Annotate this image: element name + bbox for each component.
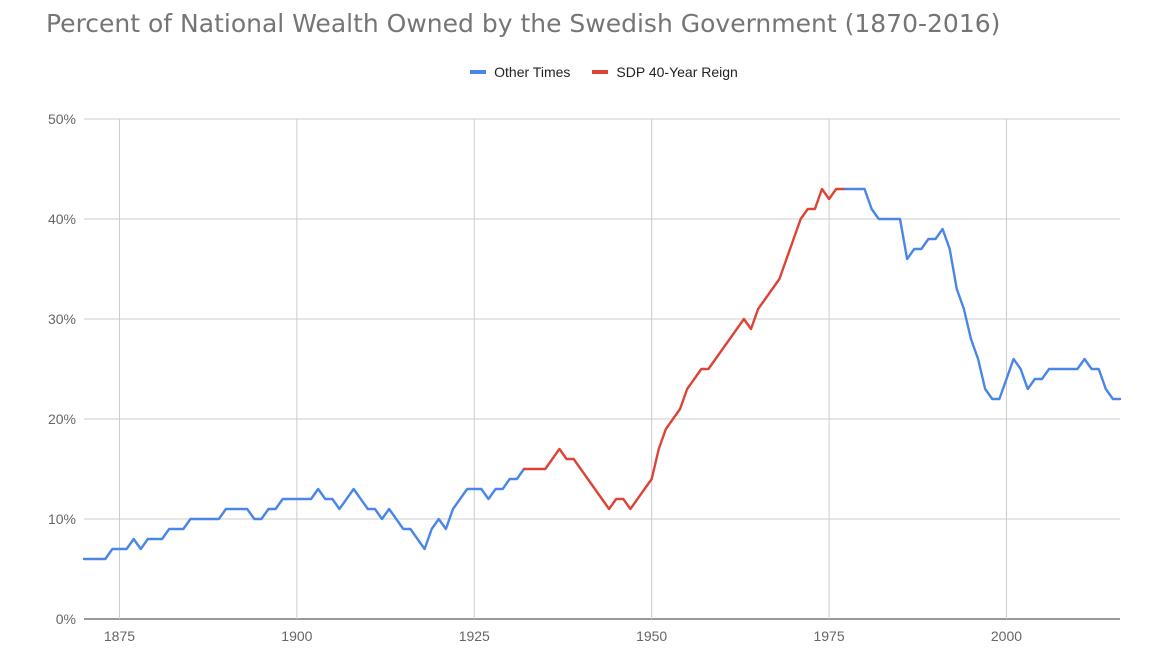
y-tick-label: 40% <box>48 211 76 227</box>
x-tick-label: 1975 <box>813 628 844 644</box>
x-tick-label: 1925 <box>459 628 490 644</box>
chart-title: Percent of National Wealth Owned by the … <box>46 9 1001 38</box>
x-tick-label: 1950 <box>636 628 667 644</box>
x-tick-label: 1875 <box>104 628 135 644</box>
axis-tick-labels: 0% 10% 20% 30% 40% 50% 1875 1900 1925 1950 1975 200… <box>48 111 1022 644</box>
legend: Other Times SDP 40-Year Reign <box>0 64 1168 80</box>
legend-swatch-other-times <box>470 70 487 74</box>
y-tick-label: 20% <box>48 411 76 427</box>
legend-label-sdp-reign: SDP 40-Year Reign <box>616 64 738 80</box>
grid <box>84 118 1120 620</box>
series-line-sdp-reign <box>522 187 845 511</box>
series-lines <box>82 187 1122 561</box>
y-tick-label: 30% <box>48 311 76 327</box>
series-line-other-times <box>82 467 526 561</box>
legend-item-other-times: Other Times <box>430 64 570 80</box>
y-tick-label: 50% <box>48 111 76 127</box>
series-line-other-times <box>842 187 1122 401</box>
y-tick-label: 0% <box>56 611 76 627</box>
legend-swatch-sdp-reign <box>592 70 609 74</box>
legend-label-other-times: Other Times <box>494 64 571 80</box>
y-tick-label: 10% <box>48 511 76 527</box>
x-tick-label: 1900 <box>281 628 312 644</box>
x-tick-label: 2000 <box>991 628 1022 644</box>
legend-item-sdp-reign: SDP 40-Year Reign <box>592 64 738 80</box>
